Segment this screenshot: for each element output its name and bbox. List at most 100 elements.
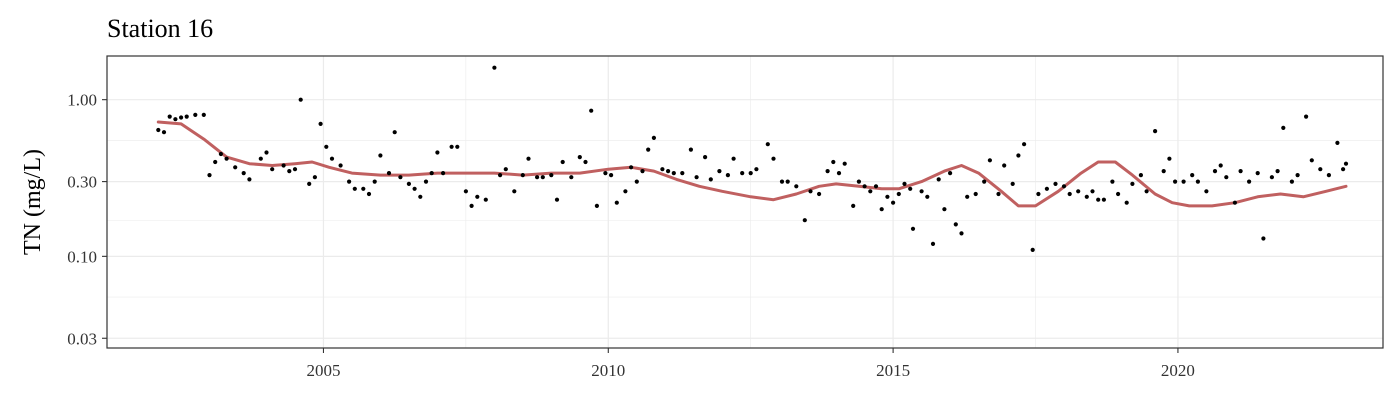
data-point	[748, 171, 753, 176]
data-point	[492, 65, 497, 70]
data-point	[569, 175, 574, 180]
data-point	[398, 175, 403, 180]
data-point	[270, 167, 275, 172]
data-point	[703, 155, 708, 160]
data-point	[891, 200, 896, 205]
data-point	[765, 142, 770, 147]
data-point	[953, 222, 958, 227]
data-point	[634, 179, 639, 184]
data-point	[1053, 181, 1058, 186]
data-point	[1173, 179, 1178, 184]
smooth-line-layer	[156, 120, 1348, 208]
data-point	[498, 173, 503, 178]
data-point	[740, 171, 745, 176]
data-point	[386, 171, 392, 176]
data-point	[429, 171, 434, 176]
data-point	[258, 156, 263, 161]
data-point	[614, 200, 619, 205]
data-point	[535, 175, 540, 180]
data-point	[925, 194, 930, 199]
data-point	[948, 171, 953, 176]
data-point	[856, 179, 862, 184]
data-point	[1138, 173, 1143, 178]
data-point	[1269, 175, 1274, 180]
data-point	[817, 191, 822, 197]
data-point	[646, 147, 651, 152]
data-point	[902, 181, 907, 186]
y-tick-label: 1.00	[67, 91, 97, 110]
data-point	[560, 159, 565, 165]
data-point	[1238, 169, 1243, 174]
data-point	[347, 179, 352, 184]
data-point	[930, 241, 936, 246]
data-point	[1232, 200, 1237, 205]
data-point	[318, 121, 323, 126]
data-point	[754, 167, 759, 172]
data-point	[910, 226, 916, 231]
data-point	[1084, 194, 1089, 199]
data-point	[372, 179, 377, 184]
data-point	[218, 151, 223, 157]
data-point	[264, 150, 269, 155]
data-point	[193, 112, 198, 117]
data-point	[1153, 129, 1158, 134]
data-point	[392, 130, 397, 135]
data-point	[1275, 169, 1280, 174]
data-point	[885, 194, 890, 199]
data-point	[1195, 179, 1200, 184]
data-point	[651, 135, 657, 140]
data-point	[241, 171, 246, 176]
data-point	[406, 181, 411, 186]
data-point	[469, 203, 474, 208]
data-point	[842, 161, 847, 166]
data-point	[1002, 163, 1007, 168]
data-point	[324, 144, 329, 149]
panel-border	[106, 55, 1384, 349]
data-point	[526, 156, 531, 161]
data-point	[1030, 247, 1035, 252]
data-point	[808, 189, 813, 194]
data-point	[629, 165, 634, 170]
data-point	[936, 177, 941, 182]
data-point	[794, 184, 799, 189]
data-point	[1304, 114, 1309, 119]
data-point	[1261, 236, 1266, 241]
data-point	[1289, 179, 1294, 184]
data-point	[233, 165, 238, 170]
data-point	[640, 169, 645, 174]
data-point	[1096, 197, 1101, 202]
data-point	[873, 184, 879, 189]
data-point	[449, 144, 454, 149]
data-point	[423, 179, 429, 184]
data-point	[660, 167, 665, 172]
data-point	[1341, 167, 1346, 172]
data-point	[201, 112, 206, 117]
data-point	[623, 189, 628, 194]
chart-title: Station 16	[107, 14, 213, 43]
data-point	[671, 171, 676, 176]
data-point	[207, 173, 212, 178]
data-point	[1090, 189, 1095, 194]
data-point	[329, 156, 335, 161]
data-point	[694, 175, 699, 180]
data-point	[609, 173, 614, 178]
data-point	[503, 167, 508, 172]
data-point	[785, 179, 790, 184]
data-point	[1161, 169, 1166, 174]
data-point	[540, 175, 545, 180]
data-point	[577, 155, 582, 160]
x-axis: 2005 2010 2015 2020	[306, 348, 1195, 380]
data-point	[802, 218, 807, 223]
data-point	[1124, 200, 1129, 205]
data-point	[1212, 169, 1218, 174]
data-point	[1016, 153, 1021, 158]
data-point	[475, 194, 480, 199]
data-point	[1247, 179, 1252, 184]
data-point	[982, 179, 987, 184]
data-point	[1204, 189, 1209, 194]
data-point	[1076, 189, 1081, 194]
data-point	[418, 194, 423, 199]
data-point	[1343, 161, 1349, 166]
data-point	[361, 186, 366, 191]
